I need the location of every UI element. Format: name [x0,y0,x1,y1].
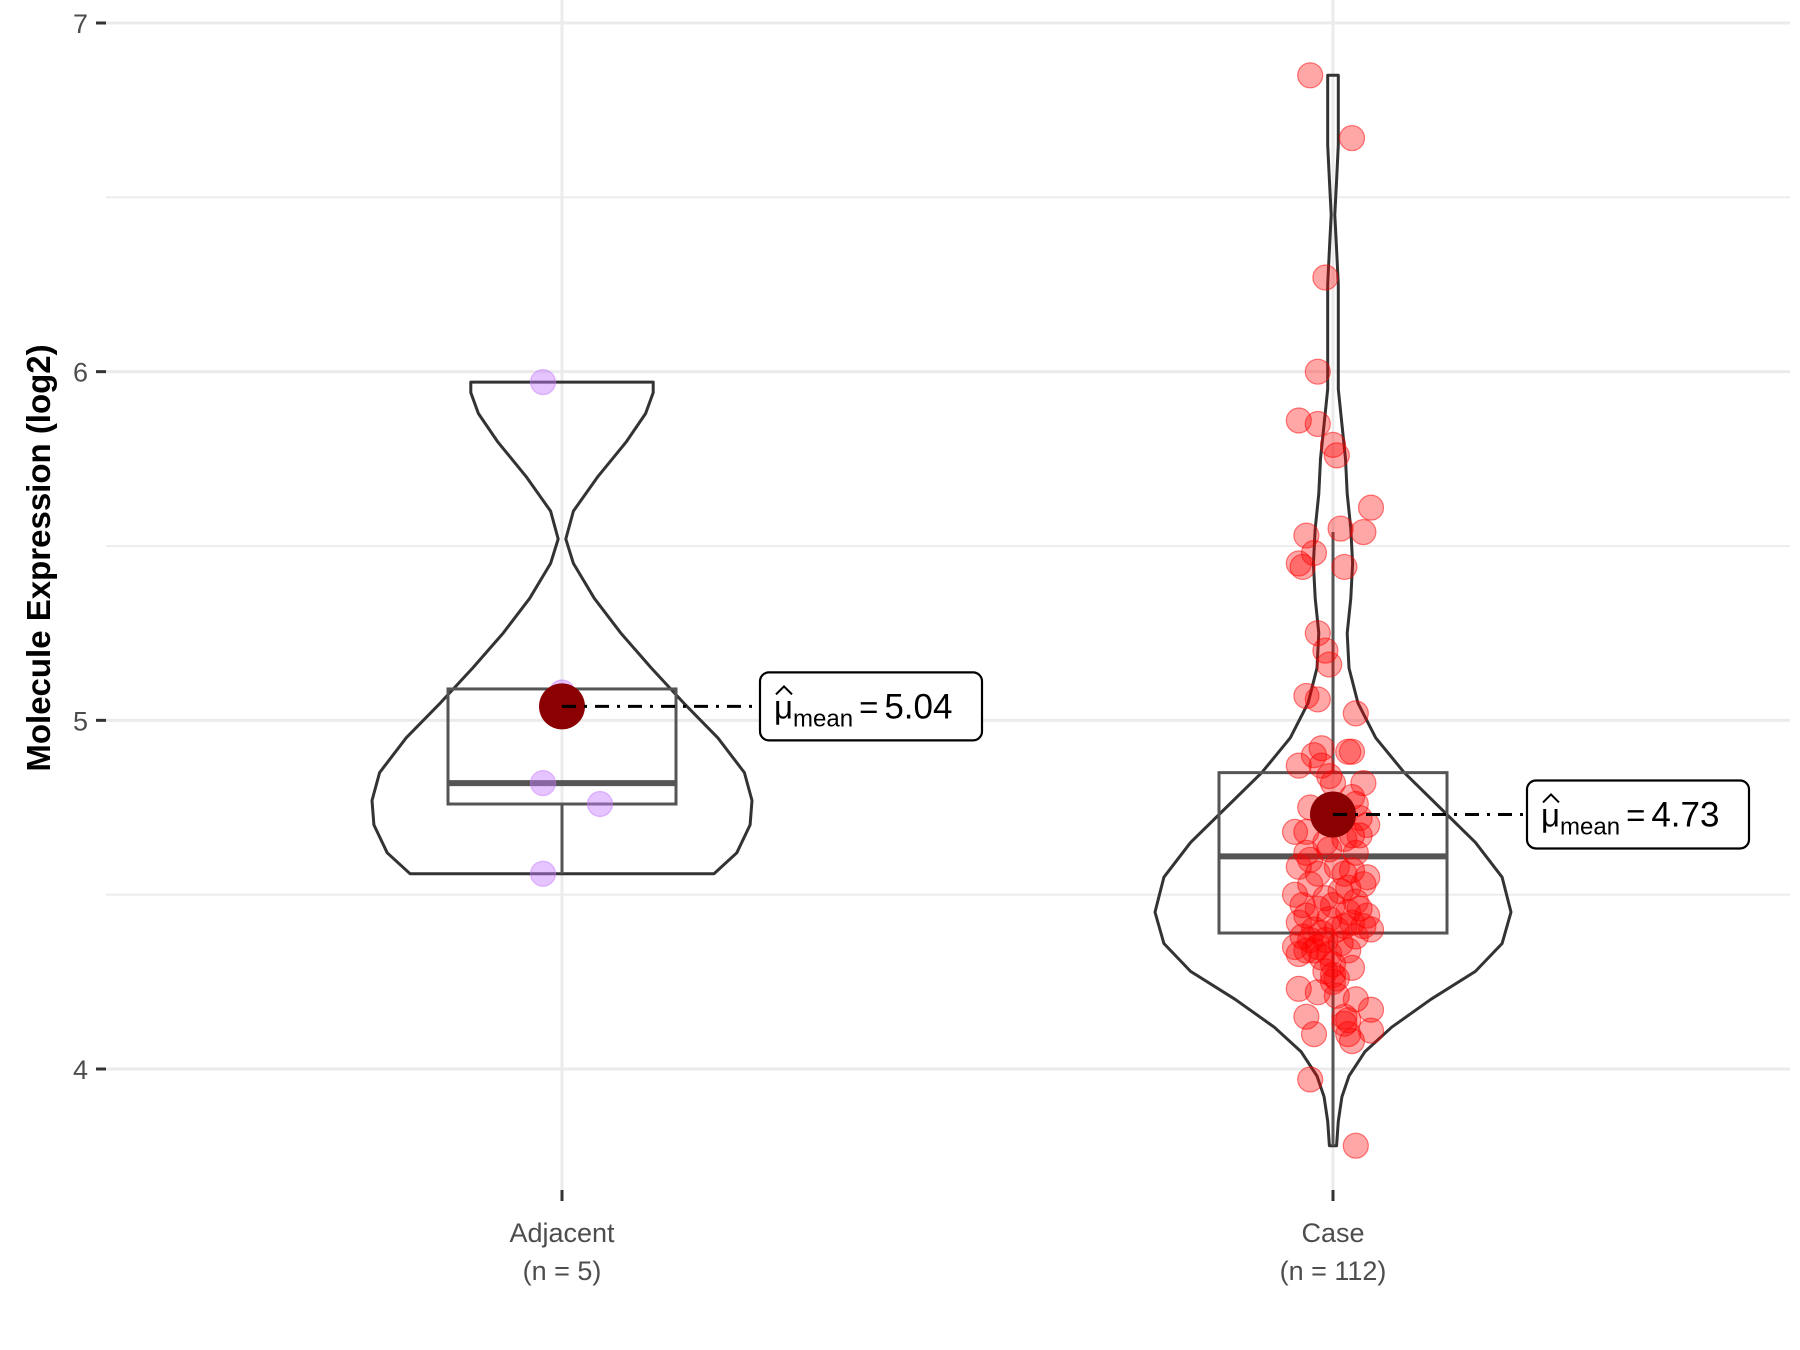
data-point [1304,410,1331,438]
y-tick-label: 5 [73,706,88,736]
data-point [1285,940,1312,968]
mean-label-box [1525,779,1751,850]
data-point [1285,550,1312,577]
data-point [1331,1010,1358,1037]
data-point [1357,916,1385,943]
data-point [1293,522,1320,549]
data-point [1300,937,1328,964]
mean-label: μmean = 5.04 [774,687,952,732]
data-point [1297,1066,1324,1093]
data-point [1346,895,1373,922]
data-point [1342,1132,1369,1159]
data-point [1293,1003,1320,1030]
data-point [586,790,614,818]
violin-case [1153,73,1513,1148]
mu-symbol: μ [1541,796,1560,833]
data-point [1300,1021,1328,1048]
y-tick-label: 4 [73,1055,88,1085]
data-point [1350,769,1377,797]
mean-label: μmean = 4.73 [1541,795,1719,840]
data-point [1354,811,1381,839]
data-point [1293,839,1320,866]
hat-icon [1542,793,1560,804]
data-point [1342,923,1369,950]
data-point [1289,553,1316,581]
data-point [1285,752,1312,779]
data-point [1289,892,1316,919]
data-point [1304,686,1331,713]
data-point [1316,940,1343,968]
data-point [1357,494,1385,521]
mean-subscript: mean [793,705,853,732]
data-point [1327,930,1354,957]
data-point [1327,878,1354,905]
data-point [1338,857,1366,884]
data-point [529,769,557,797]
mean-value: 5.04 [884,687,952,726]
x-tick-n-label: (n = 112) [1280,1256,1387,1286]
data-point [1335,1021,1362,1048]
data-point [1300,539,1328,567]
data-point [1304,620,1331,647]
data-point [1293,937,1320,964]
mean-value: 4.73 [1651,795,1719,834]
mean-subscript: mean [1560,813,1620,840]
x-tick-label: Case [1301,1218,1364,1248]
data-point [1297,846,1324,873]
data-point [529,369,557,396]
y-axis-title: Molecule Expression (log2) [20,344,57,771]
x-tick-label: Adjacent [509,1218,615,1248]
violin-adjacent [370,380,754,876]
y-tick-label: 7 [73,9,88,39]
data-point [1316,763,1343,790]
data-point [1338,738,1366,765]
data-point [1338,124,1366,152]
equals-sign: = [859,688,878,725]
data-point [529,860,557,887]
data-point [1316,651,1343,678]
data-point [1323,442,1350,469]
data-point [1281,818,1309,846]
data-point [1342,839,1369,866]
x-tick-n-label: (n = 5) [523,1256,602,1286]
y-tick-label: 6 [73,358,88,388]
data-point [1319,961,1347,988]
mu-symbol: μ [774,688,793,725]
equals-sign: = [1626,796,1645,833]
data-point [1304,358,1331,385]
data-point [1350,518,1377,546]
data-point [1342,700,1369,727]
violins [370,73,1513,1148]
data-point [1357,996,1385,1023]
data-point [1338,1028,1366,1055]
data-point [1335,1007,1362,1034]
axes: 4 5 6 7 Adjacent (n = 5) Case (n = 112) [73,9,1386,1286]
data-point [1312,264,1339,291]
data-point [1293,682,1320,710]
data-point [1342,986,1369,1013]
grid-lines [106,0,1790,1190]
hat-icon [775,684,793,696]
data-point [1331,553,1358,581]
data-points [529,62,1385,1159]
data-point [1297,62,1324,89]
data-point [1319,431,1347,458]
mean-label-box [758,671,984,742]
data-point [1327,515,1354,542]
